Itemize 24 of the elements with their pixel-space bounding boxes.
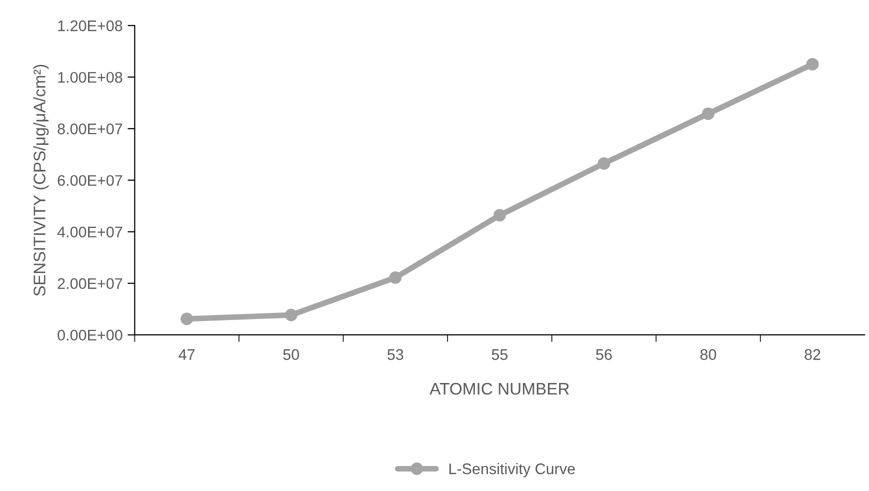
point (493, 209, 506, 222)
y-tick-label: 1.20E+08 (58, 20, 122, 32)
y-tick-label: 1.00E+08 (58, 72, 122, 83)
point (806, 58, 819, 70)
point (284, 308, 298, 322)
x-tick-label: 56 (596, 349, 612, 360)
y-tick-label: 2.00E+07 (58, 278, 122, 289)
point (702, 107, 714, 120)
point (389, 271, 402, 284)
x-tick-label: 50 (283, 349, 300, 360)
y-tick-label: 6.00E+07 (58, 175, 122, 186)
point (180, 312, 194, 326)
y-axis-title: SENSITIVITY (CPS/μg/μA/cm²) (33, 64, 49, 296)
y-tick-label: 8.00E+07 (58, 124, 122, 134)
x-tick-label: 80 (700, 349, 716, 360)
legend-label: L-Sensitivity Curve (449, 463, 575, 478)
x-tick-label: 55 (492, 349, 508, 360)
point (598, 157, 610, 170)
y-tick-label: 0.00E+00 (58, 330, 122, 341)
x-tick-label: 82 (804, 349, 820, 360)
y-tick-label: 4.00E+07 (57, 226, 122, 238)
x-axis-title: ATOMIC NUMBER (430, 382, 569, 395)
x-tick-label: 53 (388, 349, 404, 360)
x-tick-label: 47 (178, 349, 195, 360)
